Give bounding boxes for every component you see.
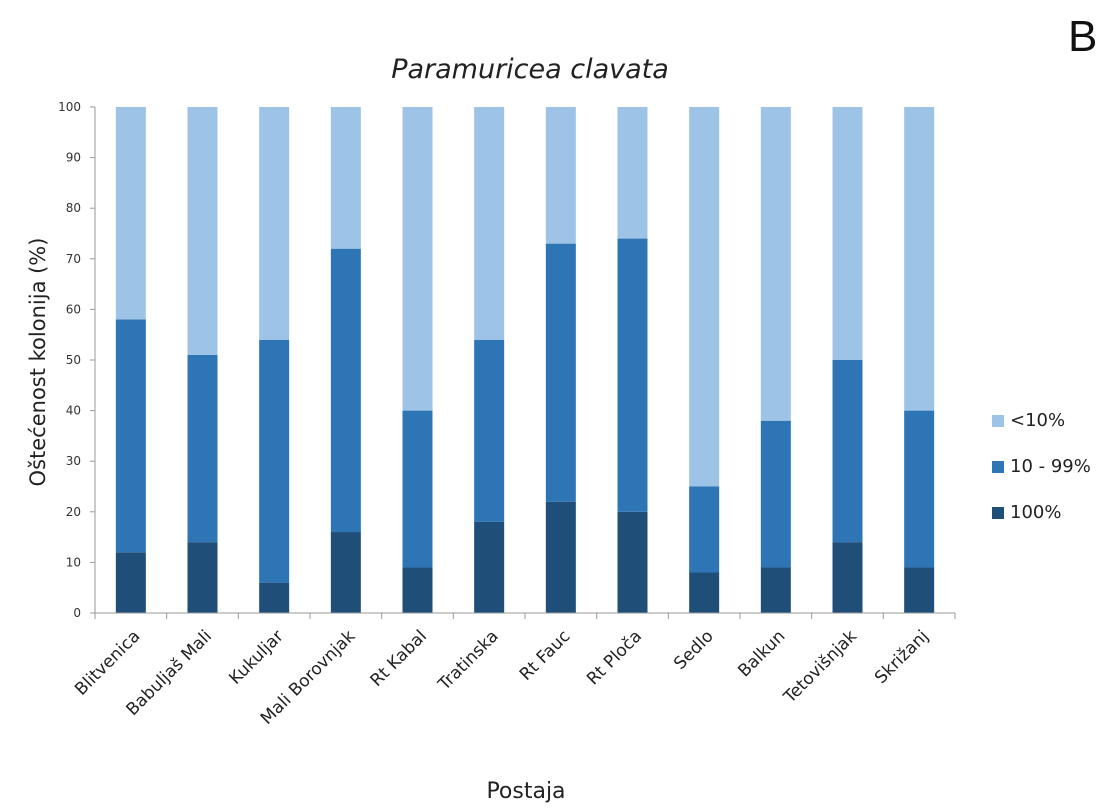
x-tick-label: Tetovišnjak xyxy=(779,626,861,708)
bar-segment xyxy=(832,360,863,543)
bar-segment xyxy=(259,339,290,583)
bar-segment xyxy=(689,107,720,487)
bar-segment xyxy=(689,572,720,613)
bar-segment xyxy=(187,542,218,613)
y-tick-label: 60 xyxy=(66,302,81,316)
bar-segment xyxy=(545,501,576,613)
x-tick-label: Balkun xyxy=(734,626,789,681)
y-tick-label: 100 xyxy=(58,100,81,114)
bar-segment xyxy=(904,107,935,411)
bar-segment xyxy=(259,582,290,613)
bar-segment xyxy=(474,339,505,522)
x-tick-label: Skrižanj xyxy=(871,626,933,688)
bar-segment xyxy=(330,248,361,533)
bar-segment xyxy=(402,567,433,613)
bar-segment xyxy=(115,552,146,613)
x-tick-label: Rt Kabal xyxy=(367,626,431,690)
bar-segment xyxy=(402,410,433,568)
bar-segment xyxy=(545,107,576,244)
y-tick-label: 70 xyxy=(66,252,81,266)
y-tick-label: 20 xyxy=(66,505,81,519)
bar-segment xyxy=(402,107,433,411)
chart-title: Paramuricea clavata xyxy=(391,54,669,85)
x-tick-label: Sedlo xyxy=(670,626,717,673)
bars-group xyxy=(115,107,935,613)
legend-swatch xyxy=(992,507,1004,519)
bar-segment xyxy=(760,420,791,568)
bar-segment xyxy=(760,567,791,613)
bar-segment xyxy=(760,107,791,421)
bar-segment xyxy=(259,107,290,340)
y-axis-title: Oštećenost kolonija (%) xyxy=(26,238,50,487)
legend: <10% 10 - 99% 100% xyxy=(992,410,1091,523)
y-tick-label: 10 xyxy=(66,555,81,569)
y-tick-label: 30 xyxy=(66,454,81,468)
y-tick-label: 40 xyxy=(66,404,81,418)
y-axis: 0 10 20 30 40 50 60 70 80 90 100 xyxy=(58,100,96,620)
bar-segment xyxy=(617,107,648,239)
bar-segment xyxy=(115,319,146,553)
y-tick-label: 0 xyxy=(73,606,81,620)
legend-label: 10 - 99% xyxy=(1010,456,1091,477)
x-tick-label: Rt Ploča xyxy=(583,626,646,689)
bar-segment xyxy=(832,107,863,360)
bar-segment xyxy=(617,238,648,512)
x-axis-title: Postaja xyxy=(486,779,565,804)
bar-segment xyxy=(689,486,720,573)
y-tick-label: 90 xyxy=(66,151,81,165)
bar-segment xyxy=(474,107,505,340)
bar-segment xyxy=(187,107,218,355)
x-tick-label: Kukuljar xyxy=(225,626,287,688)
bar-segment xyxy=(832,542,863,613)
x-tick-label: Tratinska xyxy=(434,626,503,695)
bar-segment xyxy=(474,521,505,613)
bar-segment xyxy=(330,532,361,613)
legend-swatch xyxy=(992,415,1004,427)
x-tick-label: Blitvenica xyxy=(71,626,144,699)
bar-segment xyxy=(904,410,935,568)
legend-label: 100% xyxy=(1010,502,1061,523)
legend-label: <10% xyxy=(1010,410,1065,431)
bar-segment xyxy=(904,567,935,613)
y-tick-label: 50 xyxy=(66,353,81,367)
bar-segment xyxy=(115,107,146,320)
legend-swatch xyxy=(992,461,1004,473)
bar-segment xyxy=(545,243,576,502)
panel-label: B xyxy=(1068,12,1098,61)
y-tick-label: 80 xyxy=(66,201,81,215)
bar-segment xyxy=(330,107,361,249)
bar-segment xyxy=(617,511,648,613)
x-tick-label: Rt Fauc xyxy=(516,626,574,684)
bar-segment xyxy=(187,354,218,543)
